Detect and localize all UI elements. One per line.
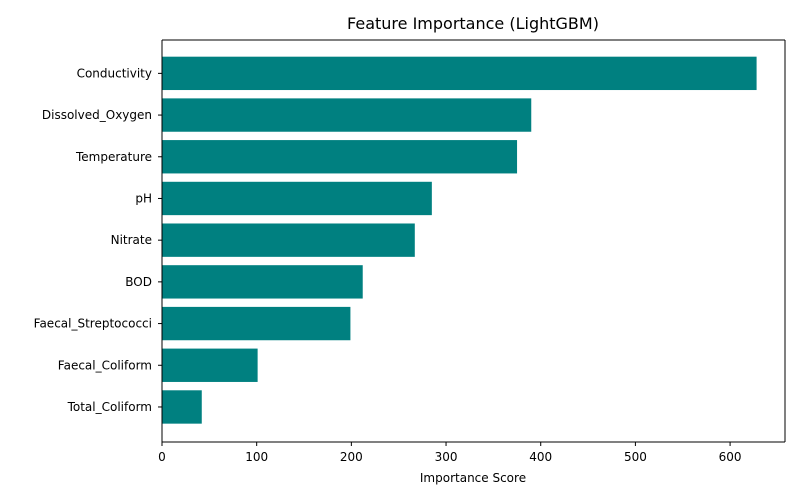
y-tick-label: BOD bbox=[125, 275, 152, 289]
x-tick-label: 500 bbox=[624, 450, 647, 464]
y-tick-label: pH bbox=[135, 191, 152, 205]
y-axis-ticks: Conductivity Dissolved_Oxygen Temperature p… bbox=[34, 66, 162, 414]
bar-faecal-coliform bbox=[162, 348, 258, 382]
bar-temperature bbox=[162, 140, 518, 174]
bar-ph bbox=[162, 181, 432, 216]
x-axis-ticks: 0 100 200 300 400 500 600 bbox=[158, 442, 742, 464]
x-tick-label: 600 bbox=[719, 450, 742, 464]
x-tick-label: 200 bbox=[340, 450, 363, 464]
x-tick-label: 100 bbox=[245, 450, 268, 464]
bar-dissolved-oxygen bbox=[162, 98, 532, 132]
x-axis-label: Importance Score bbox=[420, 471, 526, 485]
chart-title: Feature Importance (LightGBM) bbox=[347, 14, 599, 33]
bars-group bbox=[162, 56, 757, 424]
y-tick-label: Faecal_Coliform bbox=[58, 358, 152, 372]
y-tick-label: Conductivity bbox=[77, 66, 152, 80]
bar-faecal-streptococci bbox=[162, 306, 351, 341]
x-tick-label: 400 bbox=[529, 450, 552, 464]
y-tick-label: Dissolved_Oxygen bbox=[42, 108, 152, 122]
bar-total-coliform bbox=[162, 390, 202, 424]
bar-bod bbox=[162, 265, 363, 299]
y-tick-label: Nitrate bbox=[111, 233, 152, 247]
x-tick-label: 0 bbox=[158, 450, 166, 464]
y-tick-label: Temperature bbox=[75, 150, 152, 164]
bar-nitrate bbox=[162, 223, 415, 257]
x-tick-label: 300 bbox=[435, 450, 458, 464]
y-tick-label: Faecal_Streptococci bbox=[34, 317, 152, 331]
y-tick-label: Total_Coliform bbox=[67, 400, 152, 414]
bar-conductivity bbox=[162, 56, 757, 91]
